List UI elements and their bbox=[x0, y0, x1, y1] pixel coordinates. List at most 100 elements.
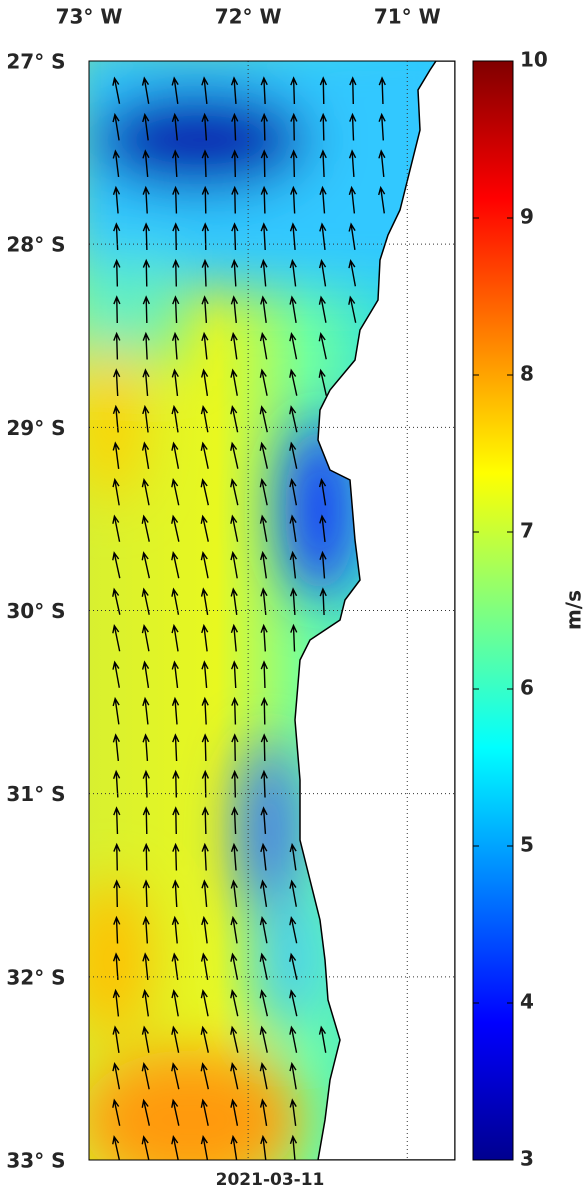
date-label: 2021-03-11 bbox=[216, 1170, 325, 1188]
wind-arrow bbox=[349, 76, 357, 105]
wind-arrow bbox=[200, 478, 210, 506]
wind-arrow bbox=[260, 769, 268, 798]
wind-arrow bbox=[260, 1134, 268, 1160]
wind-arrow bbox=[172, 842, 180, 871]
wind-arrow bbox=[348, 295, 357, 323]
wind-arrow bbox=[260, 76, 268, 105]
wind-arrow bbox=[348, 185, 356, 214]
wind-arrow bbox=[112, 514, 121, 542]
wind-arrow bbox=[141, 1098, 151, 1126]
wind-arrow bbox=[141, 623, 150, 652]
wind-arrow bbox=[259, 1098, 268, 1126]
wind-arrow bbox=[230, 842, 239, 871]
wind-arrow bbox=[172, 222, 180, 251]
wind-arrow bbox=[319, 185, 327, 214]
wind-arrow bbox=[141, 1135, 150, 1160]
wind-arrow bbox=[171, 660, 179, 688]
wind-arrow bbox=[200, 1134, 209, 1160]
wind-arrow bbox=[141, 514, 150, 542]
y-tick-label: 29° S bbox=[6, 416, 65, 440]
wind-arrow bbox=[318, 1025, 327, 1053]
wind-arrow bbox=[318, 295, 327, 323]
wind-arrow bbox=[319, 514, 327, 542]
wind-arrow bbox=[112, 1025, 120, 1053]
wind-arrow bbox=[201, 623, 209, 652]
wind-arrow bbox=[200, 1025, 209, 1053]
wind-arrow bbox=[112, 149, 120, 177]
wind-arrow bbox=[231, 733, 239, 762]
wind-arrow bbox=[259, 441, 269, 469]
wind-arrow bbox=[230, 1098, 239, 1126]
wind-arrow bbox=[289, 916, 298, 944]
wind-arrow bbox=[260, 258, 268, 287]
wind-arrow bbox=[289, 405, 298, 433]
wind-arrow bbox=[260, 733, 268, 762]
wind-arrow bbox=[141, 1062, 150, 1090]
wind-arrow bbox=[231, 185, 239, 214]
wind-arrow bbox=[260, 112, 268, 141]
wind-arrow bbox=[201, 76, 209, 105]
wind-arrow bbox=[289, 842, 297, 871]
wind-arrow bbox=[319, 587, 327, 616]
colorbar-tick-label: 7 bbox=[520, 519, 534, 543]
wind-arrow bbox=[259, 1061, 268, 1090]
wind-arrow bbox=[289, 477, 298, 506]
y-tick-label: 27° S bbox=[6, 50, 65, 74]
wind-arrow bbox=[259, 989, 269, 1017]
wind-arrow bbox=[230, 514, 239, 542]
wind-arrow bbox=[259, 915, 268, 944]
wind-arrow bbox=[259, 331, 268, 360]
wind-arrow bbox=[230, 441, 239, 469]
wind-arrow bbox=[171, 696, 180, 725]
wind-arrow bbox=[113, 915, 121, 944]
wind-arrow bbox=[230, 952, 239, 980]
wind-arrow bbox=[142, 988, 150, 1017]
wind-arrow bbox=[113, 258, 121, 287]
wind-arrow bbox=[141, 660, 150, 688]
wind-arrow bbox=[171, 514, 180, 542]
wind-arrow bbox=[201, 185, 210, 214]
x-tick-label: 71° W bbox=[374, 5, 441, 29]
colorbar-tick-label: 4 bbox=[520, 990, 534, 1014]
wind-arrow bbox=[289, 879, 298, 907]
wind-arrow bbox=[378, 185, 386, 214]
x-tick-label: 72° W bbox=[215, 5, 282, 29]
wind-arrow bbox=[142, 331, 150, 360]
wind-arrow bbox=[289, 1134, 298, 1160]
wind-arrow bbox=[319, 149, 327, 178]
wind-arrow bbox=[171, 623, 179, 652]
wind-arrow bbox=[289, 952, 298, 980]
wind-arrow bbox=[112, 76, 121, 104]
wind-arrow bbox=[112, 952, 121, 981]
wind-arrow bbox=[230, 368, 238, 396]
wind-arrow bbox=[201, 733, 209, 762]
wind-arrow bbox=[230, 76, 239, 105]
wind-arrow bbox=[201, 331, 209, 360]
colorbar-tick-label: 9 bbox=[520, 205, 534, 229]
wind-arrow bbox=[348, 258, 357, 287]
wind-arrow bbox=[171, 331, 180, 360]
wind-arrow bbox=[172, 258, 180, 287]
wind-arrow bbox=[318, 258, 327, 287]
wind-arrow bbox=[172, 879, 180, 908]
wind-arrow bbox=[319, 550, 327, 579]
wind-arrow bbox=[141, 477, 150, 506]
wind-arrow bbox=[290, 76, 298, 105]
wind-arrow bbox=[260, 806, 268, 835]
wind-arrow bbox=[113, 368, 121, 397]
wind-arrow bbox=[171, 404, 179, 433]
wind-arrow bbox=[319, 76, 328, 105]
wind-arrow bbox=[231, 149, 239, 178]
wind-arrow bbox=[112, 1135, 121, 1160]
wind-arrow bbox=[142, 112, 150, 141]
wind-arrow bbox=[200, 368, 209, 396]
wind-arrow bbox=[142, 806, 150, 835]
wind-arrow bbox=[113, 842, 121, 871]
wind-arrow bbox=[201, 660, 209, 689]
wind-arrow bbox=[289, 587, 298, 616]
wind-arrow bbox=[172, 185, 180, 214]
wind-arrow bbox=[200, 441, 209, 469]
y-tick-label: 33° S bbox=[6, 1149, 65, 1173]
